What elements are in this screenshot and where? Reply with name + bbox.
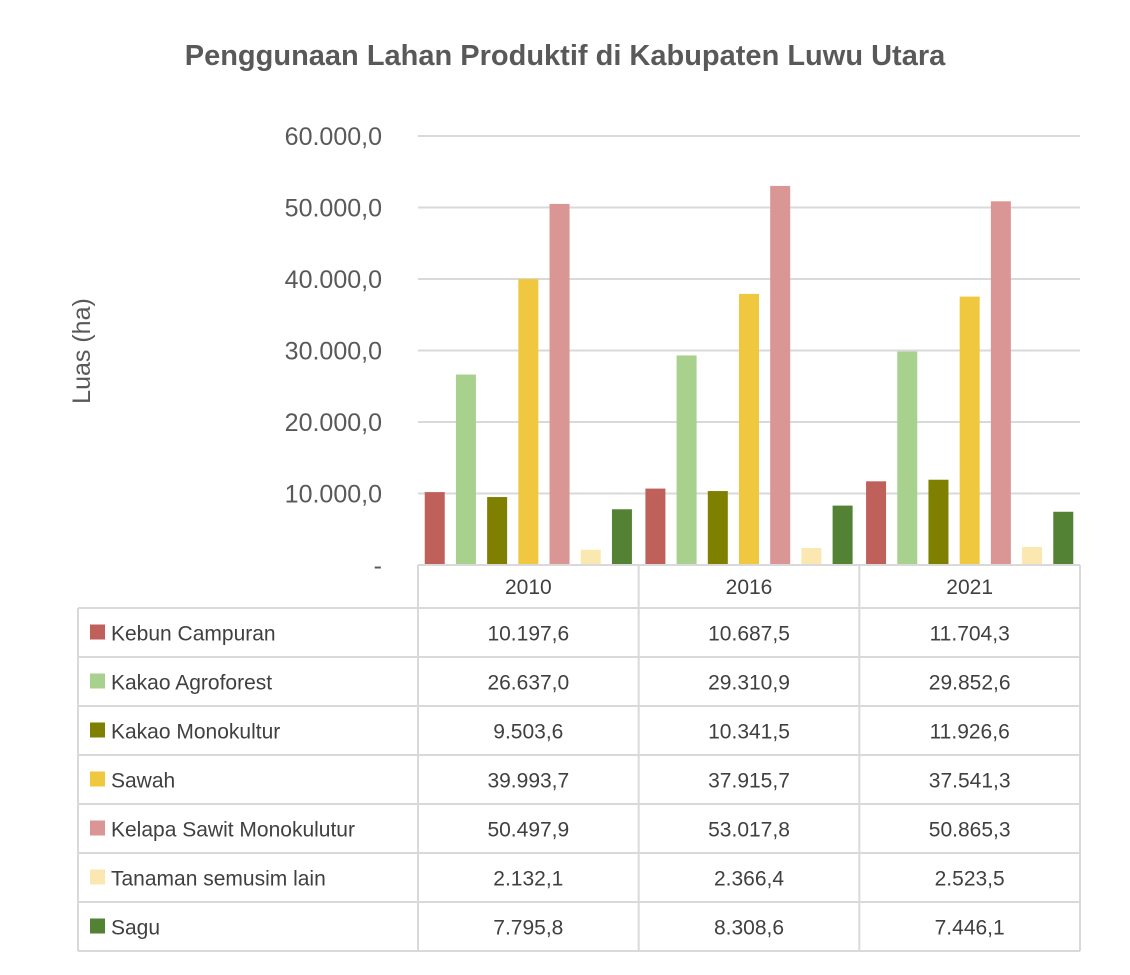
- data-label: 2.366,4: [714, 868, 784, 891]
- data-label: 11.926,6: [930, 721, 1010, 744]
- chart-title: Penggunaan Lahan Produktif di Kabupaten …: [184, 40, 946, 72]
- bar-4-1: [770, 185, 791, 565]
- data-label: 29.852,6: [929, 672, 1011, 695]
- bar-2-0: [487, 497, 508, 565]
- bar-2-1: [707, 491, 728, 565]
- y-tick-label: 60.000,0: [285, 123, 382, 151]
- bar-5-0: [580, 549, 601, 565]
- data-label: 50.865,3: [929, 819, 1011, 842]
- y-tick-label: 10.000,0: [285, 481, 382, 509]
- legend-swatch: [90, 918, 105, 934]
- legend-label: Kelapa Sawit Monokulutur: [111, 819, 355, 842]
- legend-swatch: [90, 722, 105, 738]
- bar-3-0: [518, 279, 539, 565]
- data-label: 10.341,5: [708, 721, 790, 744]
- data-label: 39.993,7: [487, 770, 569, 793]
- bar-3-2: [959, 296, 980, 565]
- x-tick-label: 2010: [505, 576, 552, 599]
- legend-swatch: [90, 624, 105, 640]
- bar-6-1: [832, 505, 853, 565]
- data-label: 9.503,6: [493, 721, 563, 744]
- y-tick-label: 50.000,0: [285, 195, 382, 223]
- data-label: 2.132,1: [493, 868, 563, 891]
- bar-0-1: [645, 488, 666, 565]
- legend-swatch: [90, 771, 105, 787]
- data-label: 53.017,8: [708, 819, 790, 842]
- x-tick-label: 2021: [946, 576, 993, 599]
- bar-4-2: [990, 201, 1011, 565]
- bar-0-0: [424, 492, 445, 565]
- x-tick-label: 2016: [726, 576, 773, 599]
- data-label: 2.523,5: [935, 868, 1005, 891]
- legend-label: Tanaman semusim lain: [111, 868, 326, 891]
- data-label: 29.310,9: [708, 672, 790, 695]
- bar-3-1: [739, 293, 759, 565]
- bar-1-0: [455, 374, 476, 565]
- bar-5-1: [801, 548, 822, 565]
- data-label: 26.637,0: [487, 672, 569, 695]
- data-label: 11.704,3: [930, 623, 1010, 646]
- legend-swatch: [90, 869, 105, 885]
- legend-swatch: [90, 820, 105, 836]
- data-label: 37.541,3: [929, 770, 1011, 793]
- bar-0-2: [866, 481, 887, 565]
- y-tick-label: 30.000,0: [285, 338, 382, 366]
- bar-2-2: [928, 479, 949, 565]
- legend-swatch: [90, 673, 105, 689]
- data-label: 10.197,6: [487, 623, 569, 646]
- bar-4-0: [549, 203, 570, 566]
- y-axis-label: Luas (ha): [68, 298, 96, 404]
- legend-label: Sawah: [111, 770, 175, 793]
- bar-6-2: [1053, 511, 1074, 565]
- data-label: 7.795,8: [493, 917, 563, 940]
- bar-6-0: [611, 509, 632, 565]
- y-tick-label: 40.000,0: [285, 266, 382, 294]
- data-label: 37.915,7: [708, 770, 790, 793]
- legend-label: Kakao Agroforest: [111, 672, 272, 695]
- bar-1-2: [897, 351, 918, 565]
- data-label: 10.687,5: [708, 623, 790, 646]
- data-label: 8.308,6: [714, 917, 784, 940]
- bar-5-2: [1022, 546, 1043, 565]
- data-label: 7.446,1: [935, 917, 1005, 940]
- bar-1-1: [676, 355, 697, 565]
- legend-label: Kakao Monokultur: [111, 721, 280, 744]
- y-tick-label: 20.000,0: [285, 409, 382, 437]
- y-tick-label: -: [374, 552, 382, 580]
- legend-label: Sagu: [111, 917, 160, 940]
- data-label: 50.497,9: [487, 819, 569, 842]
- legend-label: Kebun Campuran: [111, 623, 276, 646]
